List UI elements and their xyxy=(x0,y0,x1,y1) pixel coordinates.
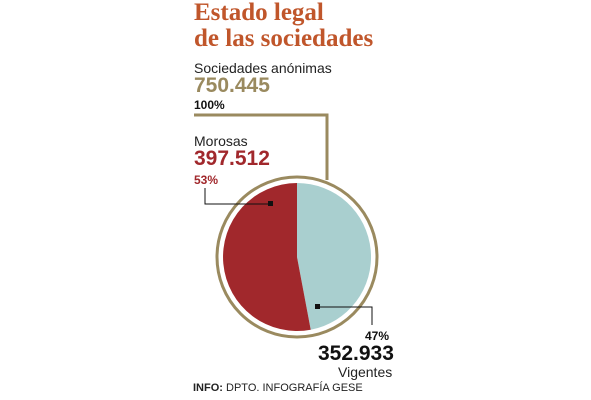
vigentes-percent: 47% xyxy=(365,329,390,343)
chart-title-line-2: de las sociedades xyxy=(194,25,374,52)
total-label: Sociedades anónimas xyxy=(194,60,332,76)
pie-slice-morosas xyxy=(223,183,311,332)
morosas-leader-line xyxy=(204,188,271,205)
total-value: 750.445 xyxy=(194,74,270,97)
morosas-percent: 53% xyxy=(194,173,219,187)
total-connector-line xyxy=(194,113,329,180)
pie-outer-ring xyxy=(215,175,379,339)
morosas-label: Morosas xyxy=(194,133,248,149)
vigentes-leader-marker xyxy=(315,304,320,309)
total-percent: 100% xyxy=(194,98,225,112)
morosas-value: 397.512 xyxy=(194,147,270,170)
chart-title-line-1: Estado legal xyxy=(194,0,324,26)
pie-slice-vigentes xyxy=(297,182,372,330)
footer-text: DPTO. INFOGRAFÍA GESE xyxy=(226,382,363,394)
vigentes-value: 352.933 xyxy=(318,342,394,365)
morosas-leader-marker xyxy=(268,201,273,206)
footer-prefix: INFO: xyxy=(193,382,223,394)
vigentes-leader-line xyxy=(318,306,373,325)
source-footer: INFO: DPTO. INFOGRAFÍA GESE xyxy=(193,382,363,394)
vigentes-label: Vigentes xyxy=(338,364,393,380)
pie-slices xyxy=(223,182,372,332)
chart-title: Estado legal de las sociedades xyxy=(194,0,373,52)
